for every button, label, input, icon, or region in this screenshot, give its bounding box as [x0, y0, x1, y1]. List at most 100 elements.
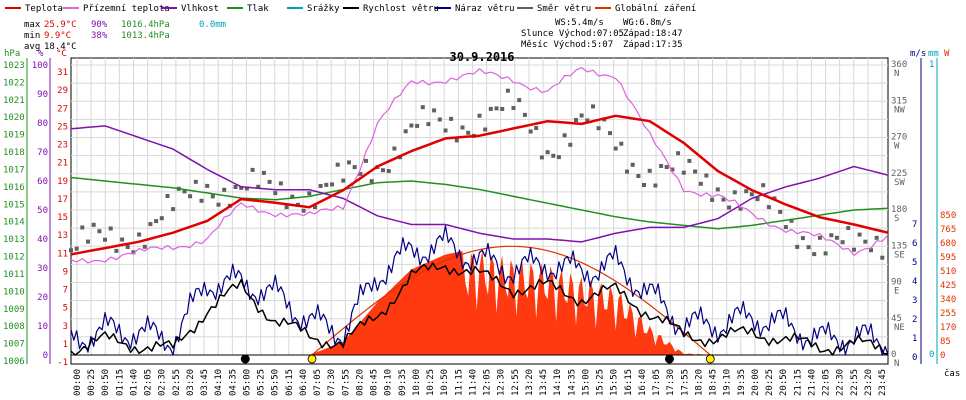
series-wind-dir-point [171, 207, 176, 212]
tick-hpa: 1013 [3, 235, 25, 245]
series-wind-dir-point [403, 129, 408, 134]
info-moon: Měsíc Východ:5:07 [521, 40, 613, 50]
tick-time: 19:35 [737, 369, 747, 396]
tick-pct: 70 [37, 148, 48, 158]
tick-hpa: 1023 [3, 61, 25, 71]
moonrise-marker [240, 354, 250, 364]
series-wind-dir-point [239, 185, 244, 190]
tick-time: 09:10 [384, 369, 394, 396]
stats-rain: 0.0mm [199, 20, 226, 30]
series-wind-dir-point [437, 117, 442, 122]
tick-ms: 0 [912, 353, 917, 363]
tick-dir-name: S [894, 214, 899, 224]
series-wind-dir-point [704, 173, 709, 178]
series-wind-dir-point [80, 225, 85, 230]
right-axes: m/s mm W360N315NW270W225SW180S135SE90E45NE… [891, 49, 956, 369]
stats-min-label: min [24, 31, 40, 41]
axis-mm-label: mm [928, 49, 939, 59]
tick-hpa: 1019 [3, 131, 25, 141]
series-wind-dir-point [522, 112, 527, 117]
time-axis: 00:00 00:25 00:50 01:15 01:40 02:05 02:30 02:55… [73, 369, 888, 396]
legend-label: Vlhkost [181, 4, 219, 14]
tick-c: 13 [57, 231, 68, 241]
series-wind-dir-point [193, 179, 198, 184]
tick-time: 06:15 [285, 369, 295, 396]
series-wind-dir-point [381, 168, 385, 173]
tick-time: 10:50 [440, 369, 450, 396]
series-wind-dir-point [494, 106, 499, 111]
series-wind-dir-point [290, 194, 295, 199]
tick-time: 20:50 [779, 369, 789, 396]
tick-pct: 20 [37, 293, 48, 303]
series-wind-dir-point [233, 185, 238, 189]
series-wind-dir-point [778, 209, 783, 214]
series-wind-dir-point [517, 98, 522, 103]
series-wind-dir-point [443, 128, 448, 133]
tick-dir-name: NW [894, 105, 905, 115]
tick-c: 15 [57, 213, 68, 223]
series-wind-dir-point [159, 216, 164, 221]
series-wind-dir-point [829, 233, 834, 238]
tick-time: 23:20 [864, 369, 874, 396]
tick-time: 14:10 [553, 369, 563, 396]
tick-ms: 6 [912, 239, 917, 249]
sunrise-marker [307, 354, 317, 364]
series-wind-dir-point [142, 244, 147, 249]
tick-c: -1 [57, 358, 68, 368]
series-wind-dir-point [301, 208, 306, 213]
tick-hpa: 1011 [3, 270, 25, 280]
tick-c: 7 [63, 286, 68, 296]
series-wind-dir-point [347, 160, 351, 165]
tick-time: 07:30 [327, 369, 337, 396]
tick-dir-deg: 225 [891, 169, 907, 179]
axis-ms-label: m/s [910, 49, 926, 59]
legend-label: Tlak [247, 4, 269, 14]
legend-label: Srážky [307, 4, 340, 14]
series-wind-dir-point [670, 167, 675, 172]
tick-time: 05:50 [271, 369, 281, 396]
chart-title: 30.9.2016 [449, 50, 514, 64]
series-wind-dir-point [534, 126, 539, 130]
series-wind-dir-point [256, 184, 261, 189]
series-wind-dir-point [216, 202, 221, 207]
tick-ms: 2 [912, 315, 917, 325]
tick-pct: 40 [37, 235, 48, 245]
series-wind-dir-point [131, 250, 136, 255]
series-wind-dir-point [710, 197, 715, 202]
series-wind-dir-point [647, 168, 652, 173]
axis-pct-label: % [38, 49, 44, 59]
series-wind-dir-point [477, 113, 482, 118]
series-wind-dir-point [852, 247, 856, 252]
tick-time: 11:15 [454, 369, 464, 396]
stats-min-temp: 9.9°C [44, 31, 71, 41]
series-radiation-area [71, 249, 888, 355]
tick-ms: 7 [912, 220, 917, 230]
tick-time: 23:45 [878, 369, 888, 396]
tick-hpa: 1012 [3, 253, 25, 263]
tick-hpa: 1008 [3, 322, 25, 332]
series-wind-dir-point [511, 106, 516, 110]
series-wind-dir-point [630, 162, 635, 167]
series-wind-dir-point [210, 194, 215, 199]
series-wind-dir-point [857, 232, 862, 237]
tick-pct: 10 [37, 322, 48, 332]
series-wind-dir-point [205, 183, 210, 188]
plot-frame [70, 57, 889, 365]
tick-dir-name: SE [894, 250, 905, 260]
series-wind-dir-point [341, 178, 346, 183]
series-wind-dir-point [528, 129, 533, 134]
stats-max-hum: 90% [91, 20, 108, 30]
series-wind-dir-point [539, 155, 544, 160]
tick-time: 17:05 [652, 369, 662, 396]
series-wind-dir-point [874, 235, 879, 240]
series-wind-dir-point [250, 167, 255, 172]
series-wind-dir-point [108, 226, 113, 231]
info-sun: Slunce Východ:07:05 [521, 29, 624, 39]
legend-label: Směr větru [537, 4, 591, 14]
tick-hpa: 1015 [3, 200, 25, 210]
tick-dir-name: E [894, 287, 899, 297]
series-wind-dir-point [636, 174, 641, 178]
series-wind-dir-point [182, 189, 187, 194]
series-wind-dir-point [608, 131, 612, 136]
series-wind-dir-point [806, 245, 811, 250]
